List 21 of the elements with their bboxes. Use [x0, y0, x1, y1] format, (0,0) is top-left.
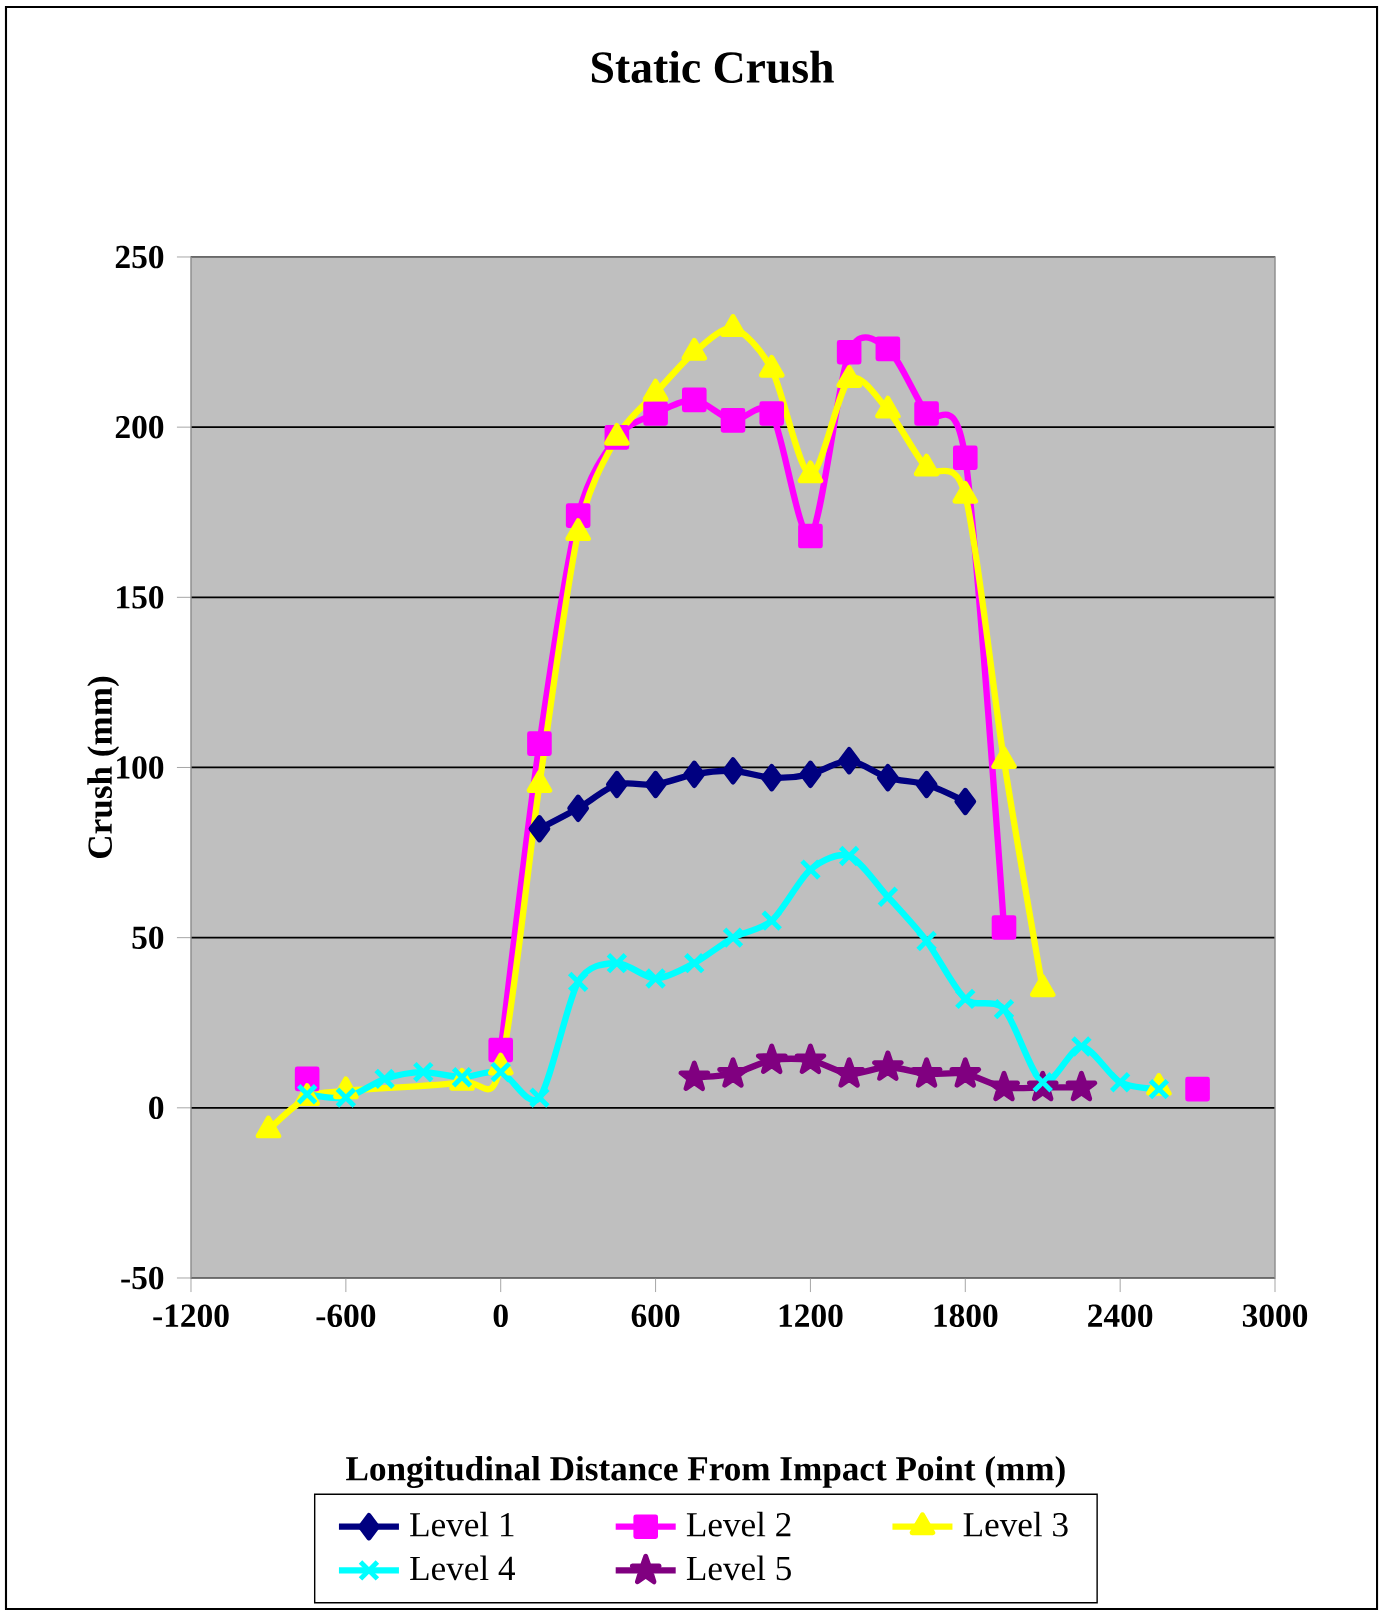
- x-axis-title: Longitudinal Distance From Impact Point (mm): [346, 1455, 1065, 1489]
- x-tick-label: 1200: [779, 1304, 843, 1327]
- y-tick-label: 0: [149, 1096, 164, 1120]
- y-tick-label: 250: [115, 245, 164, 269]
- x-tick-label: 0: [493, 1304, 508, 1327]
- legend-label: Level 5: [686, 1555, 791, 1581]
- y-tick-label: 200: [115, 415, 164, 439]
- y-tick-label: 150: [117, 586, 164, 609]
- x-tick-label: -1200: [153, 1304, 229, 1327]
- x-tick-label: 3000: [1242, 1304, 1308, 1327]
- x-tick-label: 2400: [1088, 1304, 1153, 1327]
- x-tick-label: 600: [631, 1304, 680, 1327]
- y-tick-label: 50: [132, 926, 164, 949]
- x-tick-label: 1800: [934, 1304, 998, 1327]
- x-tick-label: -600: [316, 1304, 376, 1327]
- legend-label: Level 2: [686, 1511, 791, 1537]
- legend-label: Level 1: [410, 1511, 514, 1537]
- y-tick-label: -50: [121, 1266, 164, 1290]
- legend-label: Level 4: [410, 1555, 515, 1581]
- chart-title: Static Crush: [591, 50, 834, 84]
- legend-label: Level 3: [963, 1511, 1068, 1537]
